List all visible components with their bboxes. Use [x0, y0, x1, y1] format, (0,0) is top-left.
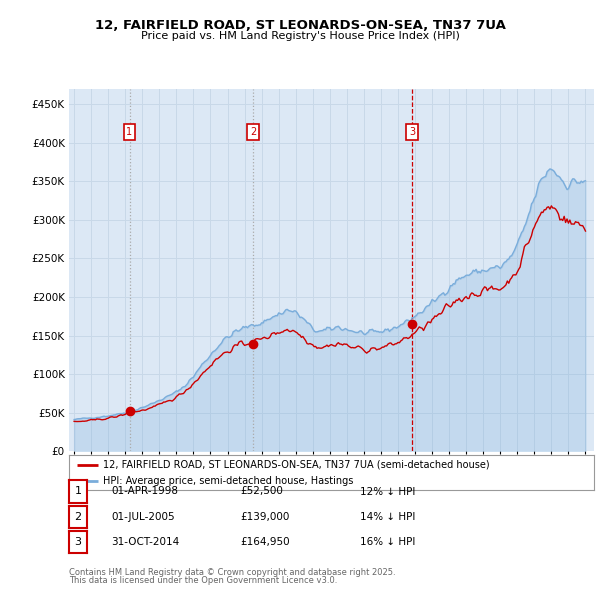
- Text: Contains HM Land Registry data © Crown copyright and database right 2025.: Contains HM Land Registry data © Crown c…: [69, 568, 395, 577]
- Text: 3: 3: [74, 537, 82, 547]
- Text: 12% ↓ HPI: 12% ↓ HPI: [360, 487, 415, 496]
- Text: This data is licensed under the Open Government Licence v3.0.: This data is licensed under the Open Gov…: [69, 576, 337, 585]
- Text: 2: 2: [250, 127, 256, 137]
- Text: 16% ↓ HPI: 16% ↓ HPI: [360, 537, 415, 547]
- Text: 01-JUL-2005: 01-JUL-2005: [111, 512, 175, 522]
- Text: 12, FAIRFIELD ROAD, ST LEONARDS-ON-SEA, TN37 7UA: 12, FAIRFIELD ROAD, ST LEONARDS-ON-SEA, …: [95, 19, 505, 32]
- Text: 31-OCT-2014: 31-OCT-2014: [111, 537, 179, 547]
- Text: £139,000: £139,000: [240, 512, 289, 522]
- Text: 1: 1: [127, 127, 133, 137]
- Text: 01-APR-1998: 01-APR-1998: [111, 487, 178, 496]
- Text: £164,950: £164,950: [240, 537, 290, 547]
- Text: 3: 3: [409, 127, 415, 137]
- Text: 1: 1: [74, 487, 82, 496]
- Text: £52,500: £52,500: [240, 487, 283, 496]
- Text: 12, FAIRFIELD ROAD, ST LEONARDS-ON-SEA, TN37 7UA (semi-detached house): 12, FAIRFIELD ROAD, ST LEONARDS-ON-SEA, …: [103, 460, 490, 470]
- Text: 14% ↓ HPI: 14% ↓ HPI: [360, 512, 415, 522]
- Text: Price paid vs. HM Land Registry's House Price Index (HPI): Price paid vs. HM Land Registry's House …: [140, 31, 460, 41]
- Text: HPI: Average price, semi-detached house, Hastings: HPI: Average price, semi-detached house,…: [103, 476, 353, 486]
- Text: 2: 2: [74, 512, 82, 522]
